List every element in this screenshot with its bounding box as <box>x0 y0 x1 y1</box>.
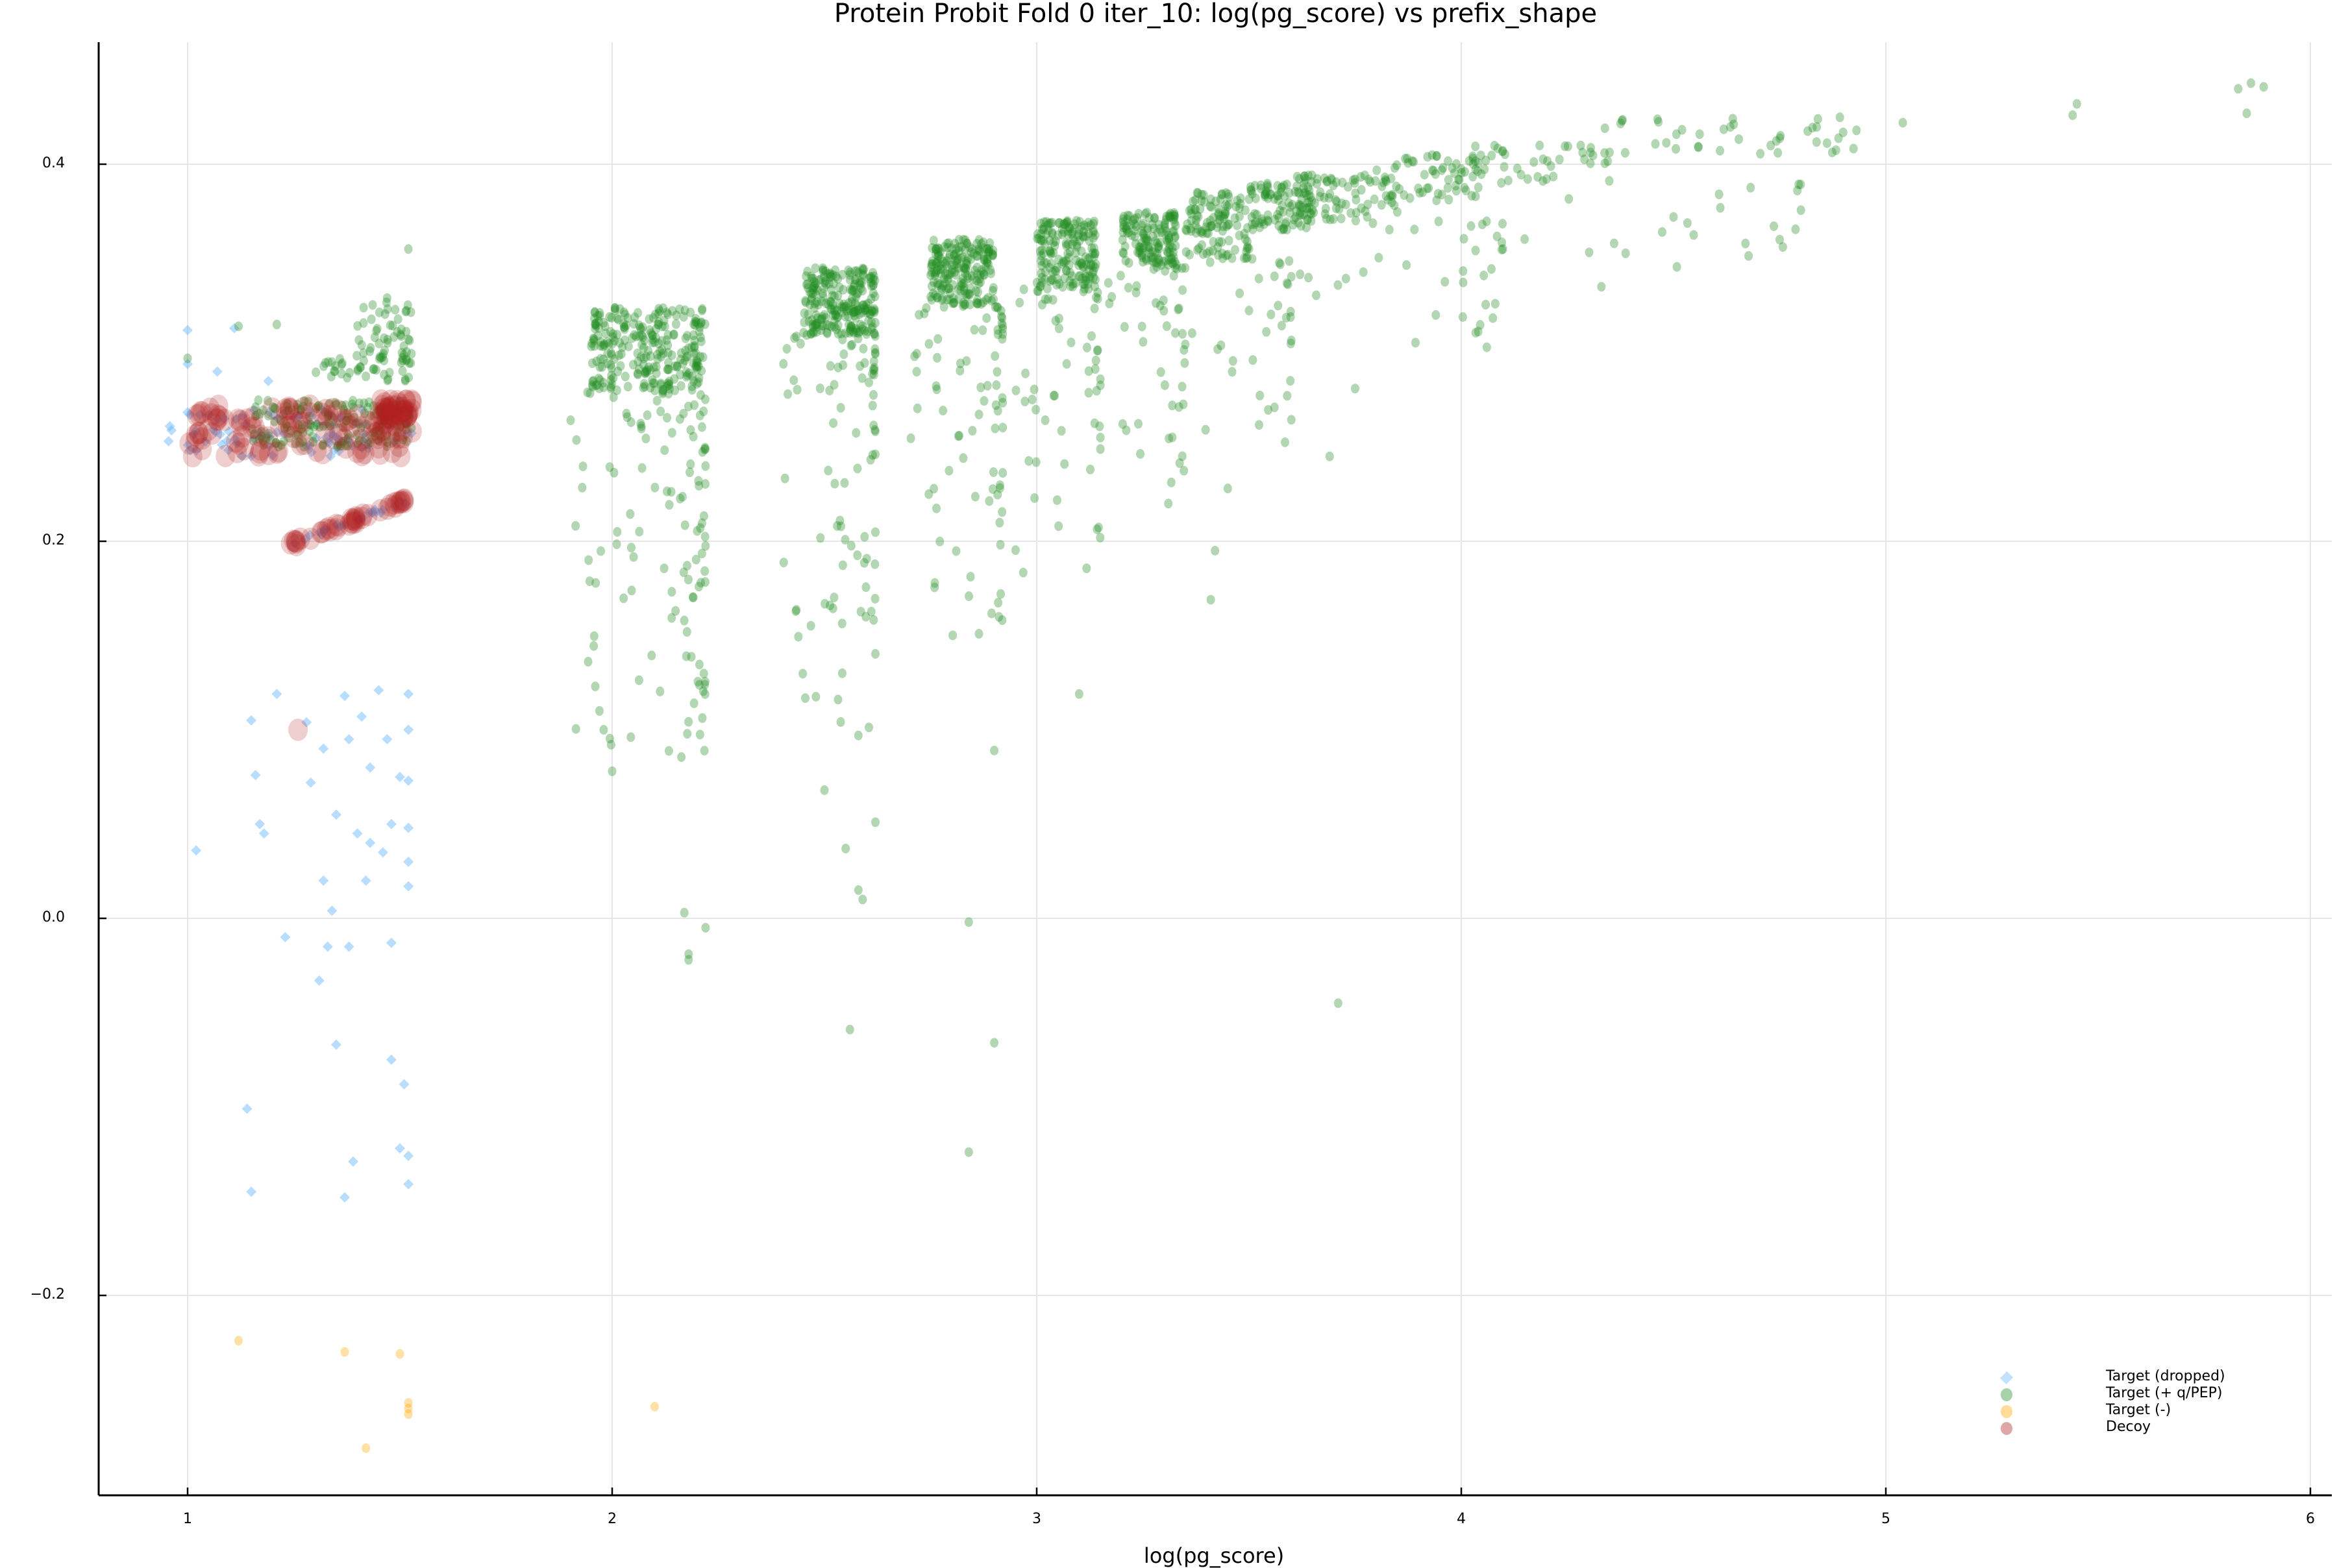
legend-item-target-dropped: Target (dropped) <box>1986 1368 2298 1385</box>
y-tick-label: 0.4 <box>42 155 65 171</box>
x-tick-label: 4 <box>1457 1511 1466 1527</box>
circle-marker-icon <box>2001 1388 2012 1401</box>
x-tick-label: 1 <box>183 1511 192 1527</box>
x-tick-label: 2 <box>608 1511 617 1527</box>
y-tick-label: −0.2 <box>30 1286 65 1303</box>
circle-marker-icon <box>2001 1422 2012 1435</box>
chart-title: Protein Probit Fold 0 iter_10: log(pg_sc… <box>834 0 1598 29</box>
legend-item-target-negative: Target (-) <box>1986 1402 2298 1419</box>
data-points <box>163 78 2268 1453</box>
legend-label: Target (+ q/PEP) <box>2106 1385 2223 1401</box>
legend: Target (dropped) Target (+ q/PEP) Target… <box>1986 1368 2298 1436</box>
x-tick-label: 3 <box>1032 1511 1041 1527</box>
y-tick-label: 0.2 <box>42 532 65 548</box>
x-tick-label: 6 <box>2306 1511 2315 1527</box>
legend-label: Decoy <box>2106 1419 2151 1435</box>
x-axis-label: log(pg_score) <box>1143 1543 1285 1568</box>
circle-marker-icon <box>2001 1405 2012 1418</box>
legend-label: Target (dropped) <box>2106 1368 2225 1384</box>
axes <box>97 42 2332 1497</box>
legend-item-decoy: Decoy <box>1986 1419 2298 1436</box>
legend-label: Target (-) <box>2106 1402 2171 1418</box>
x-tick-label: 5 <box>1881 1511 1890 1527</box>
y-tick-label: 0.0 <box>42 909 65 925</box>
grid-lines <box>99 42 2332 1495</box>
legend-item-target-qpep: Target (+ q/PEP) <box>1986 1385 2298 1402</box>
diamond-marker-icon <box>1999 1371 2014 1385</box>
